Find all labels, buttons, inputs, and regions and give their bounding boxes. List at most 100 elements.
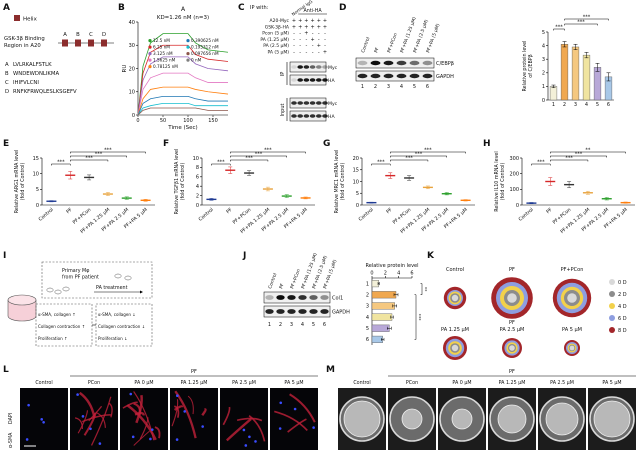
y-tick-label: 6 bbox=[366, 337, 369, 343]
lane-number: 1 bbox=[268, 322, 271, 328]
y-tick-label: 300 bbox=[509, 156, 519, 162]
nucleus bbox=[242, 428, 246, 432]
y-tick-label: 1 bbox=[542, 84, 545, 90]
x-tick-label: 100 bbox=[183, 118, 193, 124]
legend-swatch bbox=[148, 65, 152, 69]
fiber bbox=[248, 415, 266, 442]
blot-band bbox=[309, 114, 316, 118]
domain-label: B bbox=[76, 32, 80, 38]
fiber bbox=[122, 401, 138, 409]
nucleus bbox=[81, 415, 85, 418]
bar bbox=[560, 44, 569, 101]
legend-label: 0 D bbox=[618, 280, 627, 286]
blot-band bbox=[291, 78, 297, 82]
row-label: GSK-3β-HA bbox=[265, 24, 290, 30]
blot-band bbox=[309, 295, 318, 300]
bar bbox=[371, 335, 383, 343]
panel-letter: J bbox=[242, 251, 246, 261]
helix-domain bbox=[101, 39, 107, 47]
protein-label: Col1 bbox=[332, 296, 343, 302]
lane-label: Control bbox=[267, 272, 278, 289]
blot-band bbox=[422, 73, 433, 79]
fiber bbox=[108, 402, 113, 418]
x-tick-label: PF bbox=[385, 207, 393, 215]
sensorgram-line bbox=[137, 96, 228, 116]
panel-letter: M bbox=[326, 365, 335, 375]
dish-icon bbox=[7, 294, 37, 306]
significance-label: *** bbox=[583, 15, 591, 21]
significance-label: *** bbox=[255, 152, 263, 158]
sign: - bbox=[293, 31, 295, 37]
significance-bracket bbox=[564, 23, 598, 26]
fiber bbox=[173, 405, 180, 418]
significance-label: *** bbox=[95, 152, 103, 158]
blot-band bbox=[287, 295, 296, 300]
blot-band bbox=[309, 101, 316, 105]
gel-disc bbox=[401, 408, 423, 430]
y-axis-label: (fold of Control) bbox=[20, 162, 26, 200]
blot-band bbox=[265, 309, 274, 314]
significance-label: *** bbox=[575, 152, 583, 158]
legend-swatch bbox=[186, 39, 190, 43]
y-tick-label: 10 bbox=[129, 90, 135, 96]
significance-bracket bbox=[553, 28, 565, 31]
legend-swatch bbox=[609, 279, 615, 285]
size-circle bbox=[569, 345, 575, 351]
size-circle bbox=[507, 293, 517, 303]
blot-strip bbox=[263, 305, 331, 318]
label: α-SMA, collagen ↑ bbox=[38, 312, 76, 317]
nucleus bbox=[312, 426, 315, 429]
lane-number: 3 bbox=[290, 322, 293, 328]
label: Proliferation ↓ bbox=[98, 336, 128, 341]
gel-disc bbox=[451, 408, 473, 430]
legend-label: Helix bbox=[23, 17, 38, 23]
panel-letter: I bbox=[3, 251, 6, 261]
significance-label: ** bbox=[585, 148, 591, 154]
blot-band bbox=[316, 78, 322, 82]
chart-title: A bbox=[181, 6, 186, 13]
significance-bracket bbox=[390, 151, 466, 154]
y-tick-label: 0 bbox=[356, 203, 359, 209]
y-tick-label: 0 bbox=[36, 203, 39, 209]
lane-number: 6 bbox=[426, 84, 429, 90]
row-label: PA (1.25 μM) bbox=[260, 37, 289, 43]
fiber bbox=[74, 417, 83, 429]
significance-label: *** bbox=[104, 148, 112, 154]
y-tick-label: 5 bbox=[542, 30, 545, 36]
fiber bbox=[154, 426, 161, 439]
sign: + bbox=[304, 24, 308, 30]
nucleus bbox=[27, 403, 30, 407]
significance-label: *** bbox=[85, 156, 93, 162]
legend-label: 6.25 nM bbox=[153, 45, 170, 50]
gel-disc bbox=[545, 402, 579, 436]
lane-number: 2 bbox=[374, 84, 377, 90]
nucleus bbox=[293, 407, 297, 411]
fiber bbox=[135, 395, 143, 424]
nucleus bbox=[175, 438, 179, 441]
group-label: PF bbox=[509, 267, 515, 273]
x-tick-label: 0 bbox=[136, 118, 139, 124]
image-label: PA 1.25 μM bbox=[181, 380, 208, 386]
blot-band bbox=[287, 309, 296, 314]
lane-number: 3 bbox=[387, 84, 390, 90]
significance-label: *** bbox=[416, 314, 422, 322]
legend-swatch bbox=[186, 45, 190, 49]
x-tick-label: PF bbox=[225, 207, 233, 215]
helix-domain bbox=[88, 39, 94, 47]
y-tick-label: 10 bbox=[353, 179, 359, 185]
sign: - bbox=[312, 31, 314, 37]
protein-label: GAPDH bbox=[436, 74, 454, 80]
y-tick-label: 4 bbox=[196, 184, 199, 190]
legend-label: 12.5 nM bbox=[153, 38, 170, 43]
fiber bbox=[187, 395, 194, 415]
bar bbox=[371, 313, 393, 321]
stain-label: α-SMA bbox=[8, 432, 14, 448]
nucleus bbox=[42, 420, 45, 424]
domain-label: D bbox=[102, 32, 106, 38]
blot-band bbox=[276, 295, 285, 300]
label: IP with: bbox=[250, 5, 269, 11]
error-bar bbox=[381, 337, 385, 341]
significance-bracket bbox=[550, 159, 589, 162]
label: Collagen contraction ↓ bbox=[98, 324, 145, 329]
blot-band bbox=[303, 65, 310, 69]
